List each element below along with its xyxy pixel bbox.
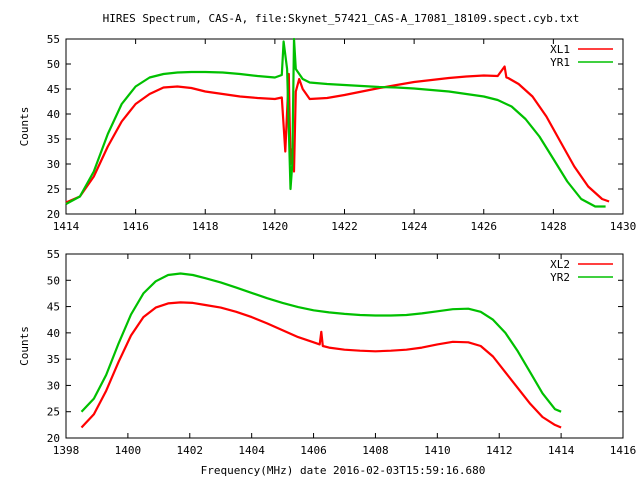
legend-label: YR2	[550, 271, 570, 284]
y-tick-label: 45	[47, 301, 60, 314]
y-tick-label: 55	[47, 33, 60, 46]
x-tick-label: 1430	[610, 220, 637, 233]
x-tick-label: 1418	[192, 220, 219, 233]
x-tick-label: 1416	[610, 444, 637, 457]
x-tick-label: 1406	[300, 444, 327, 457]
x-tick-label: 1412	[486, 444, 513, 457]
y-tick-label: 30	[47, 158, 60, 171]
y-tick-label: 55	[47, 248, 60, 261]
y-tick-label: 25	[47, 183, 60, 196]
y-tick-label: 35	[47, 133, 60, 146]
bottom-panel: 20 25 30 35 40 45 50 55 1398 1400 1402 1404 1406 1408…	[18, 248, 636, 457]
top-panel: 20 25 30 35 40 45 50 55 1414 1416 1418 1420 1422 1424…	[18, 33, 636, 233]
x-tick-label: 1428	[540, 220, 567, 233]
y-tick-label: 30	[47, 379, 60, 392]
chart-title: HIRES Spectrum, CAS-A, file:Skynet_57421…	[103, 12, 580, 25]
plot-frame	[65, 38, 624, 215]
y-tick-label: 40	[47, 327, 60, 340]
series-line-xl2	[80, 301, 562, 429]
y-tick-label: 45	[47, 83, 60, 96]
y-axis-label: Counts	[18, 326, 31, 366]
y-tick-label: 25	[47, 406, 60, 419]
x-tick-label: 1398	[53, 444, 80, 457]
x-tick-label: 1414	[53, 220, 80, 233]
y-axis-label: Counts	[18, 107, 31, 147]
x-tick-label: 1414	[548, 444, 575, 457]
x-tick-label: 1420	[262, 220, 289, 233]
x-tick-label: 1410	[424, 444, 451, 457]
y-tick-label: 20	[47, 432, 60, 445]
series-line-xl1	[65, 65, 610, 204]
y-tick-label: 40	[47, 108, 60, 121]
x-tick-label: 1424	[401, 220, 428, 233]
series-line-yr1	[65, 37, 606, 208]
y-tick-label: 35	[47, 353, 60, 366]
y-tick-label: 50	[47, 58, 60, 71]
plot-frame	[65, 253, 624, 439]
x-tick-label: 1408	[362, 444, 389, 457]
x-tick-label: 1400	[115, 444, 142, 457]
legend-label: XL2	[550, 258, 570, 271]
x-tick-label: 1416	[122, 220, 149, 233]
legend-label: YR1	[550, 56, 570, 69]
x-tick-label: 1404	[238, 444, 265, 457]
series-line-yr2	[80, 272, 562, 413]
y-tick-label: 50	[47, 274, 60, 287]
y-tick-label: 20	[47, 208, 60, 221]
x-tick-label: 1402	[177, 444, 204, 457]
x-tick-label: 1422	[331, 220, 358, 233]
legend-label: XL1	[550, 43, 570, 56]
x-tick-label: 1426	[471, 220, 498, 233]
x-axis-label: Frequency(MHz) date 2016-02-03T15:59:16.…	[201, 464, 486, 477]
